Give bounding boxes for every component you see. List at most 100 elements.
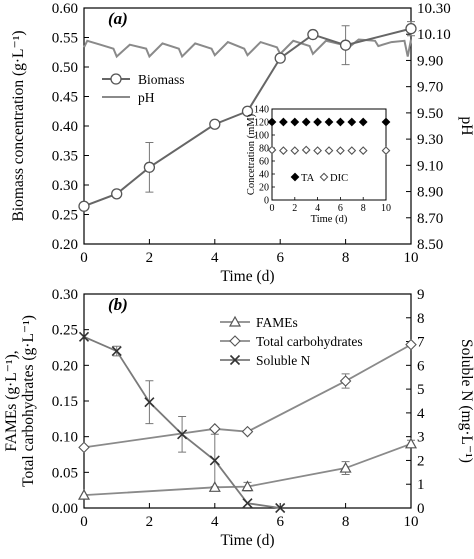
y-right-axis-label: pH (458, 117, 474, 136)
inset-dic-point (301, 145, 311, 155)
y-right-tick-label: 2 (417, 453, 425, 469)
y-tick-label: 0.20 (52, 237, 78, 253)
y-tick-label: 0.40 (52, 119, 78, 135)
fames-point (241, 480, 254, 492)
carbohydrates-point (78, 441, 90, 454)
y-right-tick-label: 10.30 (417, 1, 451, 17)
fames-point (77, 488, 91, 500)
fames-point (404, 437, 418, 449)
x-tick-label: 6 (276, 250, 284, 266)
legend-carbohydrates-label: Total carbohydrates (256, 334, 363, 349)
inset-dic-point (381, 146, 391, 155)
inset-x-tick-label: 2 (292, 203, 297, 214)
y-tick-label: 0.00 (52, 501, 78, 517)
inset-y-tick-label: 20 (259, 183, 269, 194)
plot-frame (83, 293, 412, 509)
y-tick-label: 0.15 (52, 394, 78, 410)
inset-y-tick-label: 60 (259, 157, 269, 168)
y-tick-label: 0.30 (52, 178, 78, 194)
x-tick-label: 0 (80, 250, 88, 266)
inset-dic-point (324, 146, 334, 155)
biomass-point (78, 200, 90, 212)
inset-ta-point (347, 117, 357, 127)
inset-ta-point (336, 117, 345, 127)
fames-point (208, 481, 221, 492)
inset-ta-point (358, 117, 368, 127)
inset-y-tick-label: 0 (264, 196, 269, 207)
inset-ta-point (267, 117, 277, 127)
y-tick-label: 0.25 (52, 208, 78, 224)
inset-x-tick-label: 6 (338, 203, 343, 214)
x-tick-label: 2 (146, 514, 154, 530)
inset-x-axis-label: Time (d) (311, 214, 348, 225)
x-tick-label: 6 (276, 514, 284, 530)
x-tick-label: 10 (404, 250, 419, 266)
y-tick-label: 0.30 (52, 287, 78, 303)
y-right-tick-label: 9.50 (417, 106, 443, 122)
biomass-point (209, 118, 221, 130)
y-right-axis-label: Soluble N (mg·L⁻¹) (458, 339, 474, 463)
carbohydrates-point (241, 425, 254, 438)
biomass-point (339, 39, 352, 51)
inset-dic-point (290, 146, 300, 155)
ph-series-line (83, 38, 412, 59)
y-right-tick-label: 1 (417, 477, 425, 493)
y-right-tick-label: 8.50 (417, 237, 443, 253)
x-tick-label: 10 (404, 514, 419, 530)
y-right-tick-label: 5 (417, 382, 425, 398)
inset-y-tick-label: 40 (259, 170, 269, 181)
y-axis-label-line1: FAMEs (g·L⁻¹), (3, 350, 20, 451)
legend-biomass-label: Biomass (138, 72, 185, 87)
inset-ta-point (313, 117, 322, 127)
carbohydrates-point (209, 423, 221, 435)
y-right-tick-label: 9.90 (417, 53, 443, 69)
inset-legend-dic-label: DIC (330, 173, 348, 184)
y-right-tick-label: 9.10 (417, 158, 443, 174)
inset-ta-point (381, 117, 391, 127)
x-tick-label: 8 (342, 250, 350, 266)
x-tick-label: 4 (211, 514, 219, 530)
y-tick-label: 0.10 (52, 430, 78, 446)
y-right-tick-label: 9.70 (417, 80, 443, 96)
inset-x-tick-label: 0 (270, 203, 275, 214)
y-right-tick-label: 10.10 (417, 27, 451, 43)
inset-y-tick-label: 140 (254, 105, 269, 116)
inset-ta-point (301, 117, 311, 127)
inset-legend-ta-label: TA (301, 173, 315, 184)
y-tick-label: 0.20 (52, 358, 78, 374)
inset-legend-dic-marker (319, 172, 329, 182)
y-right-tick-label: 8.90 (417, 185, 443, 201)
x-tick-label: 2 (146, 250, 154, 266)
y-right-tick-label: 7 (417, 335, 425, 351)
legend-a: Biomass pH (102, 72, 185, 105)
y-right-tick-label: 4 (417, 406, 425, 422)
y-right-tick-label: 0 (417, 501, 425, 517)
inset-legend-ta-marker (290, 172, 300, 182)
biomass-point (143, 161, 156, 173)
x-tick-label: 4 (211, 250, 219, 266)
inset-dic-point (313, 146, 322, 155)
soluble-n-point (177, 429, 188, 440)
y-tick-label: 0.35 (52, 149, 78, 165)
inset-x-tick-label: 8 (361, 203, 366, 214)
legend-fames-label: FAMEs (256, 315, 298, 330)
inset-x-tick-label: 4 (315, 203, 320, 214)
carbohydrates-point (339, 375, 352, 387)
panel-label: (a) (108, 9, 128, 28)
inset-ta-point (324, 117, 334, 127)
y-axis-label: Biomass concentration (g·L⁻¹) (10, 30, 27, 221)
biomass-point (307, 28, 319, 41)
y-tick-label: 0.50 (52, 60, 78, 76)
y-tick-label: 0.60 (52, 1, 78, 17)
panel-b-chart: 0 2 4 6 8 10 0.00 0.05 0.10 0.15 0.20 0.25 0.30 0 1 2 3 4… (3, 287, 474, 549)
legend-b: FAMEs Total carbohydrates Soluble N (220, 315, 363, 368)
inset-dic-point (358, 146, 368, 155)
y-right-tick-label: 8 (417, 311, 425, 327)
y-tick-label: 0.25 (52, 323, 78, 339)
soluble-n-point (275, 502, 286, 514)
soluble-n-point (111, 346, 122, 357)
biomass-point (111, 188, 123, 200)
x-axis-label: Time (d) (220, 532, 274, 549)
y-axis-label-line2: Total carbohydrates (g·L⁻¹) (20, 315, 37, 487)
